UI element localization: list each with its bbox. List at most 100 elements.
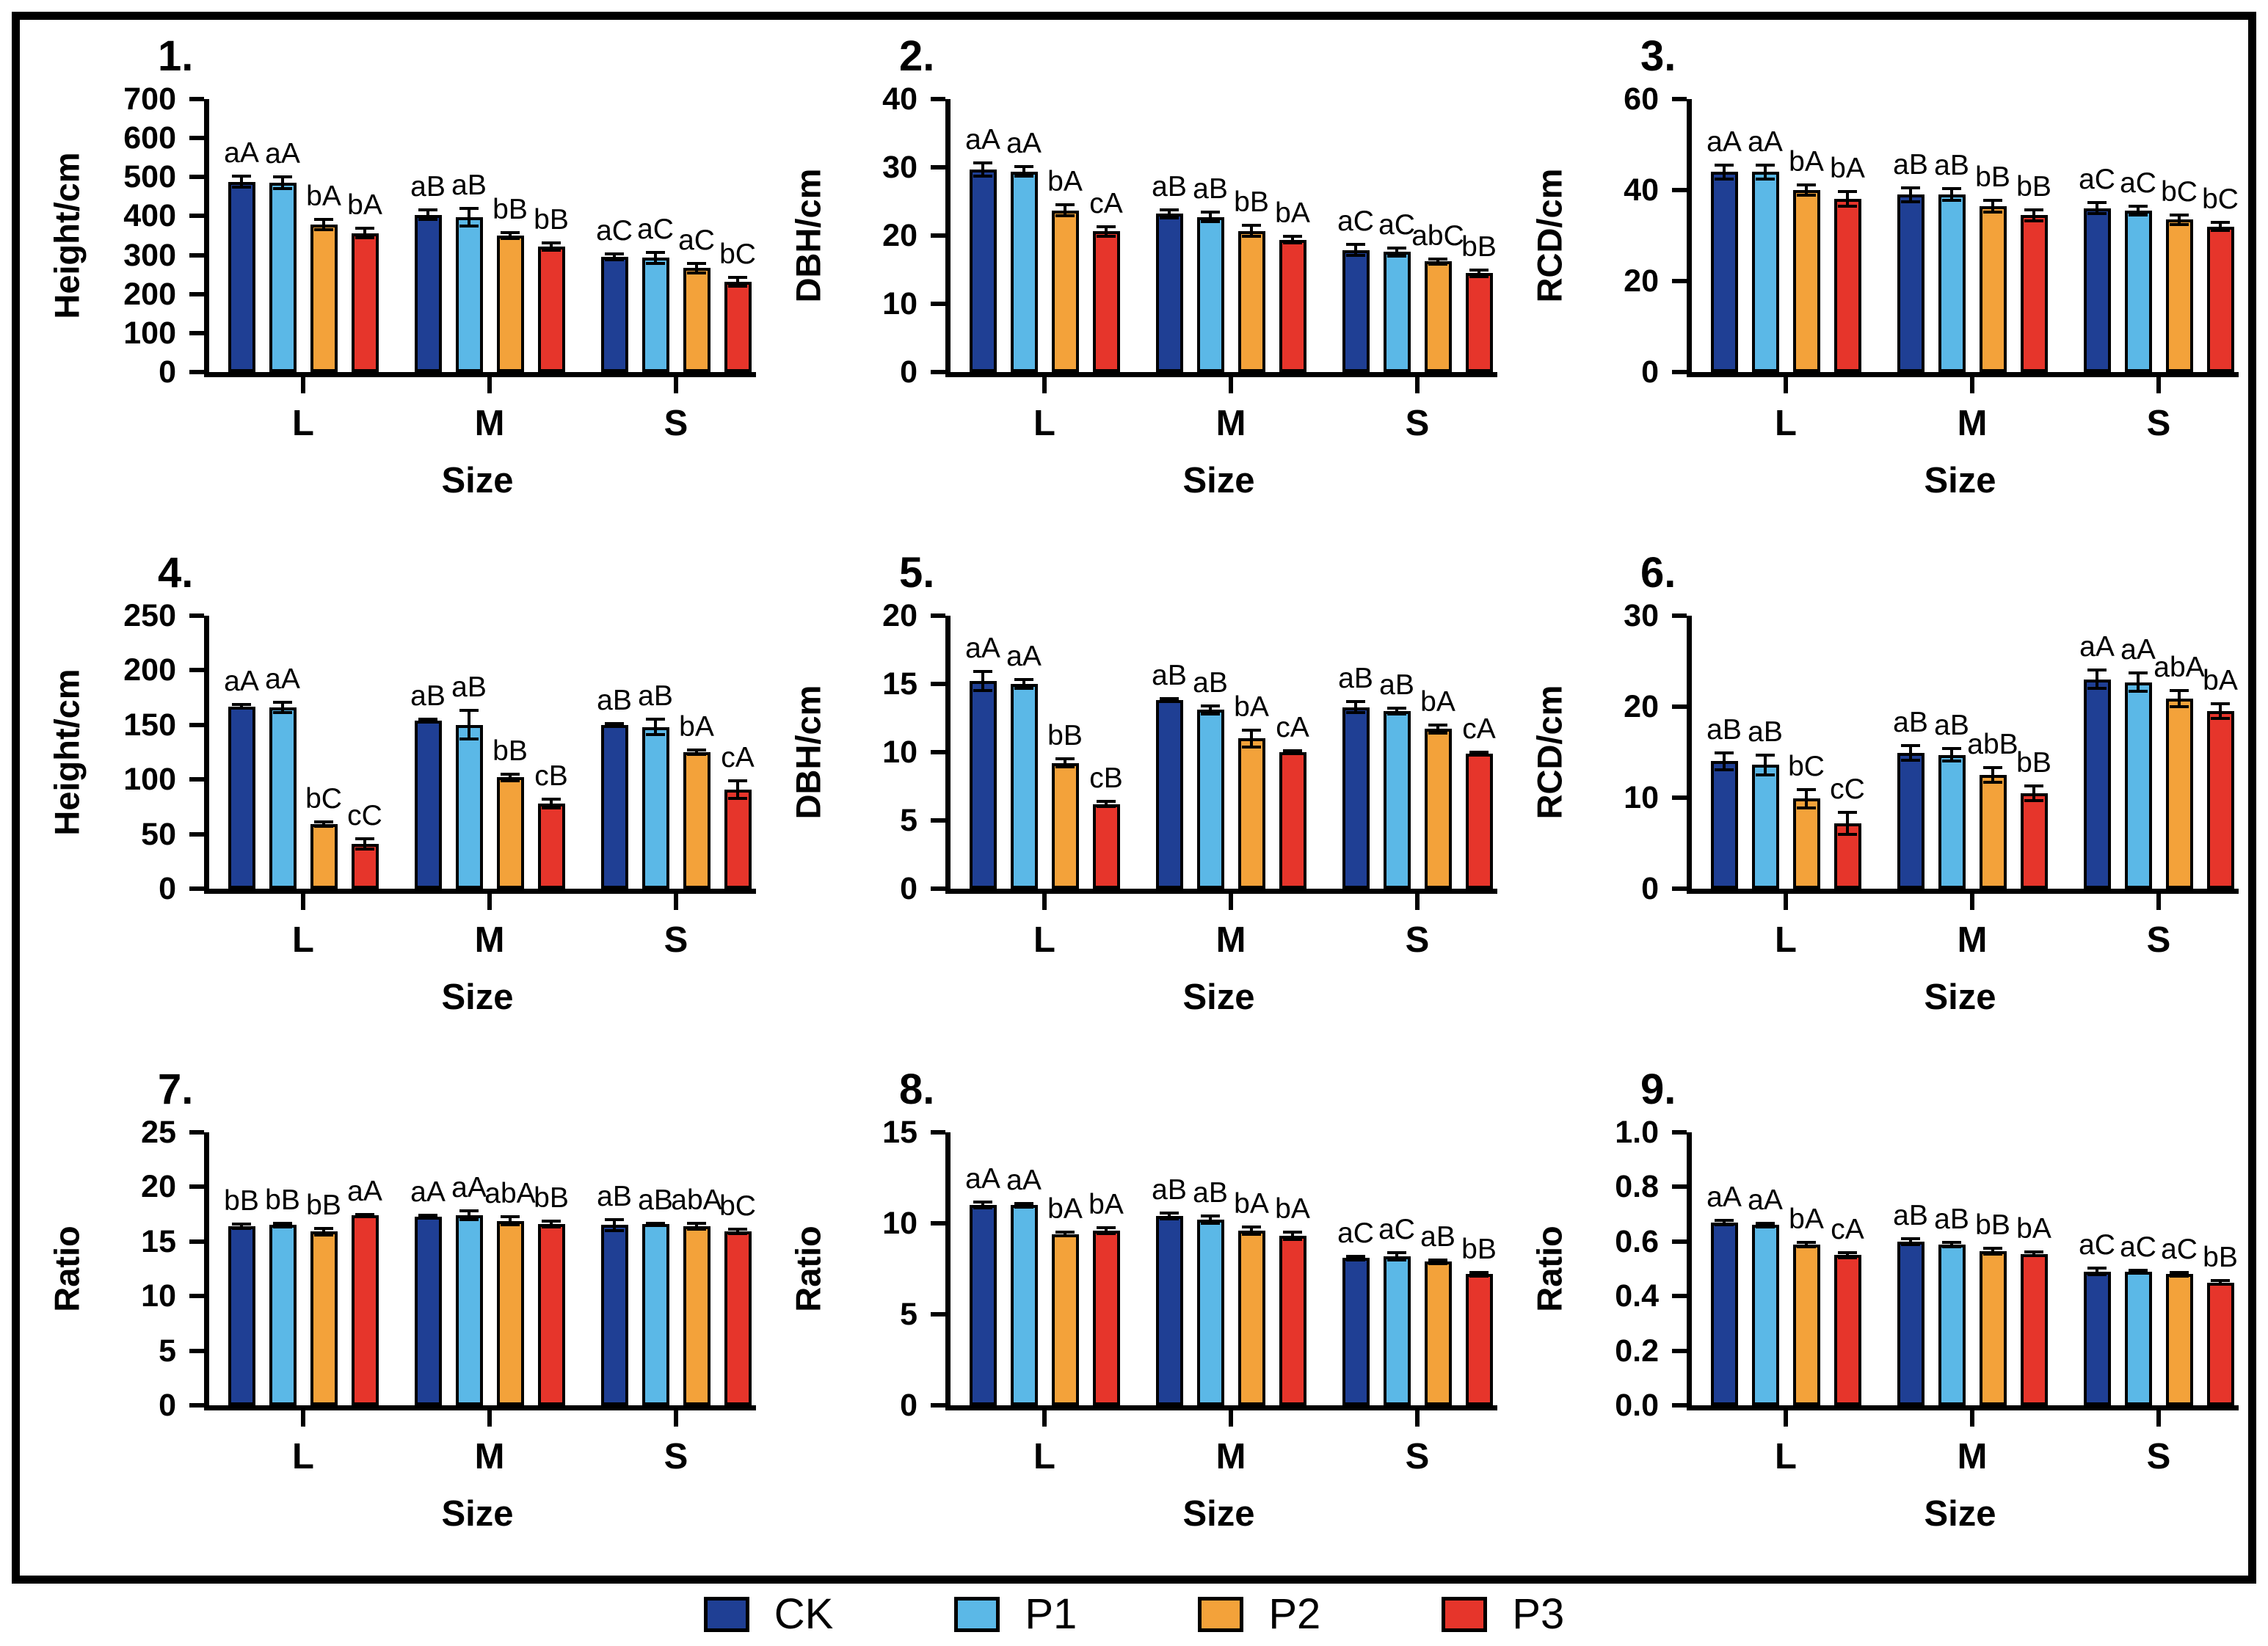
- error-bar-cap-bottom: [1097, 234, 1116, 238]
- y-tick-label: 400: [123, 198, 176, 234]
- sig-label: bC: [1788, 750, 1825, 782]
- y-tick: [189, 1184, 204, 1190]
- error-bar-cap-bottom: [1715, 177, 1734, 181]
- error-bar: [981, 671, 984, 691]
- bar-p3: [537, 246, 565, 372]
- error-bar-cap-top: [1838, 190, 1857, 194]
- bar-p1: [1751, 172, 1779, 372]
- error-bar-cap-bottom: [2211, 229, 2230, 233]
- bar-p1: [1938, 754, 1966, 889]
- sig-label: abC: [1411, 219, 1464, 252]
- error-bar: [426, 210, 429, 220]
- error-bar: [363, 228, 366, 238]
- y-tick: [931, 1403, 945, 1408]
- sig-label: cB: [534, 760, 568, 792]
- y-tick: [931, 233, 945, 238]
- error-bar-cap-top: [605, 1218, 624, 1222]
- bar-p2: [1051, 1234, 1079, 1405]
- error-bar: [1354, 702, 1357, 713]
- bar-ck: [414, 720, 442, 889]
- legend-item-p1: P1: [954, 1592, 1077, 1637]
- error-bar-cap-bottom: [1055, 765, 1075, 769]
- y-tick: [931, 682, 945, 686]
- error-bar-cap-bottom: [355, 236, 374, 240]
- error-bar-cap-top: [2170, 688, 2189, 692]
- x-tick: [1229, 377, 1233, 393]
- error-bar-cap-bottom: [542, 248, 561, 252]
- x-tick: [301, 377, 305, 393]
- error-bar: [1105, 1228, 1108, 1234]
- y-tick-label: 10: [882, 735, 917, 770]
- error-bar-cap-top: [1797, 1240, 1816, 1244]
- y-tick-label: 100: [123, 762, 176, 798]
- error-bar: [2137, 205, 2140, 216]
- error-bar: [1846, 192, 1849, 207]
- error-bar: [736, 780, 739, 798]
- sig-label: bA: [2203, 665, 2238, 697]
- error-bar-cap-top: [1428, 1258, 1447, 1261]
- error-bar: [550, 799, 553, 808]
- error-bar: [1064, 759, 1066, 768]
- error-bar-cap-bottom: [1901, 200, 1920, 203]
- x-tick: [674, 377, 678, 393]
- sig-label: bB: [534, 1181, 569, 1214]
- error-bar-cap-top: [646, 718, 665, 721]
- error-bar-cap-bottom: [2024, 219, 2043, 222]
- error-bar-cap-bottom: [1346, 253, 1365, 257]
- bar-p2: [1424, 1261, 1452, 1405]
- sig-label: aC: [1337, 205, 1374, 238]
- error-bar-cap-top: [2087, 201, 2107, 205]
- error-bar-cap-bottom: [1387, 712, 1406, 715]
- error-bar-cap-top: [1160, 1212, 1179, 1215]
- y-tick-label: 500: [123, 159, 176, 195]
- panel-number: 1.: [158, 32, 194, 80]
- bar-p3: [1092, 804, 1120, 889]
- sig-label: aA: [451, 1172, 487, 1204]
- sig-label: abA: [671, 1184, 722, 1216]
- error-bar-cap-top: [542, 1219, 561, 1223]
- error-bar: [2096, 1268, 2098, 1275]
- bar-p2: [1792, 798, 1820, 889]
- sig-label: aA: [2079, 631, 2115, 663]
- x-tick: [1415, 377, 1420, 393]
- sig-label: aA: [1748, 125, 1783, 158]
- error-bar: [281, 177, 284, 189]
- sig-label: cA: [721, 741, 755, 773]
- sig-label: aA: [1707, 1181, 1742, 1213]
- sig-label: cA: [1276, 712, 1309, 744]
- bar-p2: [1979, 1250, 2007, 1405]
- legend-label: P1: [1025, 1590, 1077, 1638]
- error-bar-cap-top: [418, 208, 437, 212]
- x-tick: [301, 1410, 305, 1427]
- error-bar-cap-bottom: [605, 258, 624, 262]
- error-bar: [1723, 164, 1726, 179]
- sig-label: aA: [1707, 125, 1742, 158]
- error-bar: [1209, 212, 1212, 222]
- error-bar: [2178, 215, 2181, 225]
- sig-label: aC: [1378, 1213, 1415, 1245]
- x-tick-label: M: [1215, 404, 1246, 443]
- legend-item-p2: P2: [1198, 1592, 1320, 1637]
- error-bar-cap-bottom: [1797, 1245, 1816, 1248]
- x-tick: [674, 894, 678, 910]
- error-bar-cap-top: [605, 252, 624, 255]
- error-bar-cap-top: [1346, 700, 1365, 704]
- error-bar-cap-top: [1428, 723, 1447, 727]
- error-bar: [363, 838, 366, 850]
- y-tick-label: 40: [882, 81, 917, 117]
- error-bar-cap-bottom: [1715, 1223, 1734, 1226]
- bar-p1: [1383, 1256, 1411, 1405]
- y-tick: [1672, 97, 1687, 101]
- bar-p2: [1237, 738, 1265, 889]
- sig-label: bA: [1789, 145, 1824, 178]
- error-bar-cap-top: [501, 231, 520, 235]
- bar-ck: [228, 706, 255, 889]
- sig-label: aB: [1420, 1220, 1455, 1253]
- x-tick-label: L: [1775, 404, 1797, 443]
- error-bar-cap-bottom: [728, 284, 747, 288]
- y-tick-label: 200: [123, 652, 176, 688]
- error-bar-cap-top: [1715, 163, 1734, 167]
- sig-label: aB: [410, 171, 446, 203]
- bar-p3: [1833, 1255, 1861, 1405]
